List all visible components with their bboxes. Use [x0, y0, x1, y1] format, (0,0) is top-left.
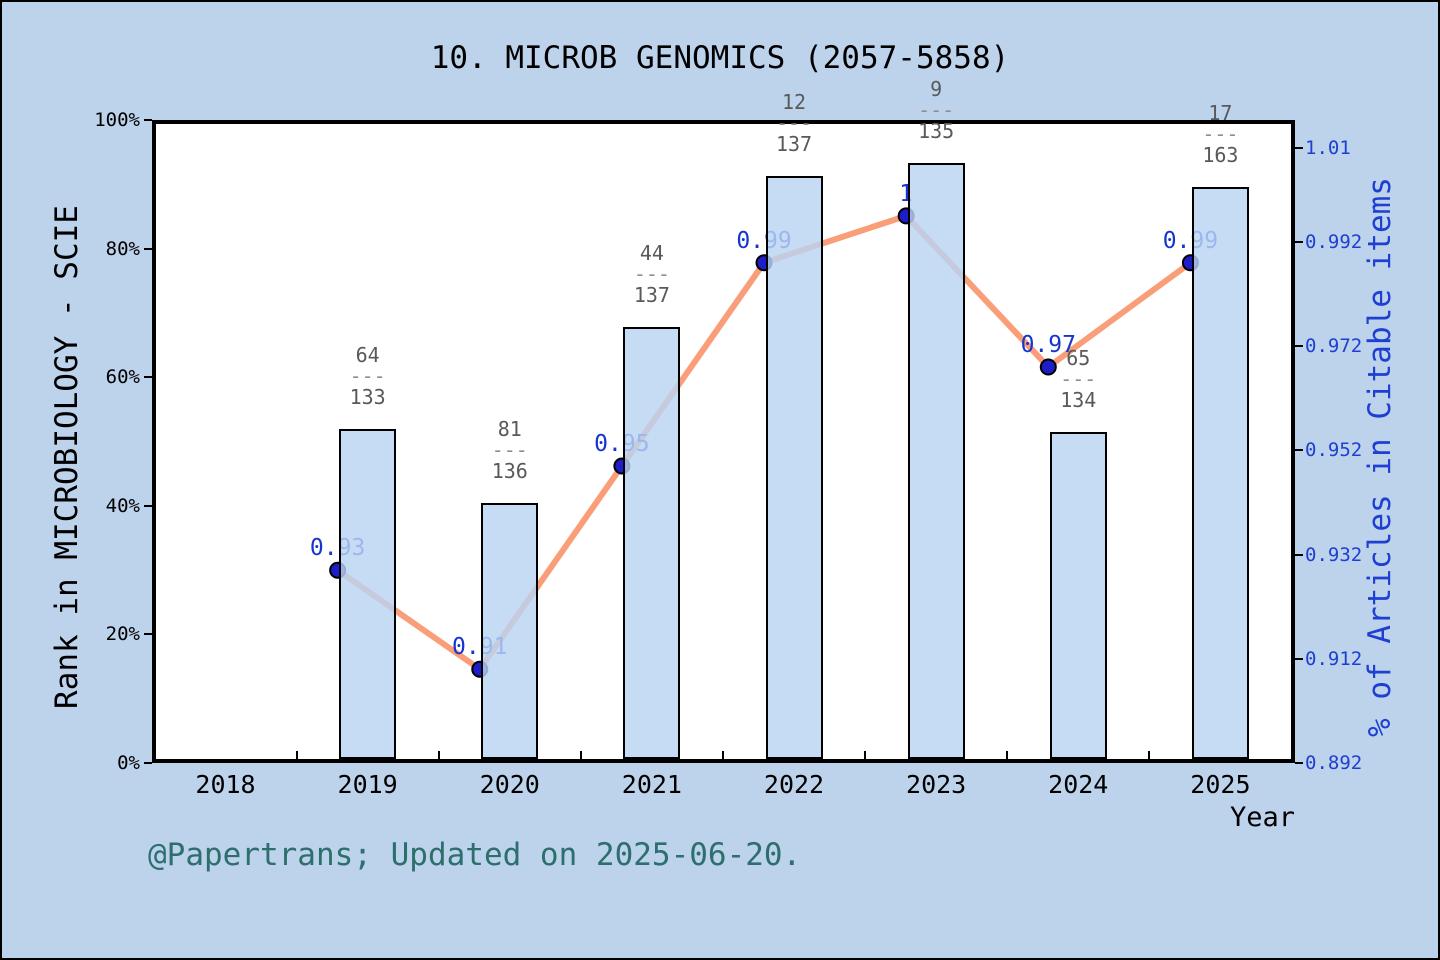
y-left-tick-mark: [144, 247, 152, 250]
bar-2019: [339, 429, 397, 759]
y-right-tick-mark: [1295, 657, 1303, 660]
fraction-numerator: 81: [497, 416, 522, 441]
y-right-tick-mark: [1295, 449, 1303, 452]
y-right-tick-mark: [1295, 147, 1303, 150]
y-left-tick-mark: [144, 119, 152, 121]
bar-2024: [1049, 431, 1107, 759]
y-right-tick-label: 0.932: [1305, 543, 1363, 566]
fraction-divider: ---: [633, 261, 670, 286]
x-minor-tick-mark: [864, 751, 867, 759]
fraction-numerator: 12: [781, 90, 807, 115]
fraction-divider: ---: [775, 111, 813, 136]
chart-title: 10. MICROB GENOMICS (2057-5858): [430, 40, 1010, 76]
y-right-tick-mark: [1295, 240, 1303, 243]
x-tick-label: 2022: [763, 770, 825, 799]
fraction-denominator: 133: [349, 385, 386, 410]
fraction-numerator: 65: [1066, 345, 1091, 370]
y-right-tick-mark: [1295, 345, 1303, 348]
y-right-tick-label: 0.992: [1305, 230, 1363, 253]
bar-2021: [623, 326, 681, 759]
trend-line-layer: [329, 207, 1199, 678]
bar-fraction-label-2019: 64 --- 133: [308, 345, 428, 408]
y-right-tick-mark: [1295, 553, 1303, 556]
y-right-tick-label: 0.952: [1305, 439, 1363, 462]
y-right-tick-label: 0.972: [1305, 335, 1363, 358]
x-tick-label: 2019: [337, 770, 398, 799]
x-minor-tick-mark: [1148, 751, 1151, 759]
right-y-axis-title: % of Articles in Citable items: [1362, 177, 1398, 737]
bar-fraction-label-2024: 65 --- 134: [1018, 345, 1138, 412]
x-tick-label: 2023: [906, 770, 967, 799]
watermark-caption: @Papertrans; Updated on 2025-06-20.: [148, 837, 802, 873]
y-left-tick-label: 0%: [117, 752, 140, 774]
x-minor-tick-mark: [437, 751, 440, 759]
fraction-divider: ---: [1202, 122, 1239, 147]
fraction-numerator: 17: [1208, 101, 1233, 126]
fraction-divider: ---: [349, 364, 386, 389]
y-right-tick-mark: [1295, 762, 1303, 764]
x-minor-tick-mark: [579, 751, 582, 759]
y-left-tick-label: 80%: [105, 237, 140, 260]
fraction-divider: ---: [918, 97, 955, 122]
fraction-divider: ---: [1060, 366, 1097, 391]
fraction-divider: ---: [491, 437, 528, 462]
y-left-tick-mark: [144, 633, 152, 636]
y-left-tick-label: 20%: [105, 623, 140, 646]
y-left-tick-mark: [144, 376, 152, 379]
fraction-denominator: 134: [1060, 387, 1097, 412]
bar-2022: [765, 176, 823, 759]
fraction-denominator: 136: [491, 458, 528, 483]
point-value-label-2024: 0.97: [1020, 331, 1076, 358]
fraction-numerator: 64: [355, 343, 380, 368]
x-axis-title: Year: [1229, 802, 1295, 833]
fraction-denominator: 163: [1202, 143, 1239, 168]
bar-2025: [1191, 187, 1249, 759]
x-tick-label: 2025: [1190, 770, 1251, 799]
y-right-tick-label: 0.912: [1305, 647, 1363, 670]
data-point-marker-2024: [1039, 358, 1057, 376]
bar-fraction-label-2021: 44 --- 137: [592, 240, 712, 307]
x-tick-label: 2024: [1048, 770, 1109, 799]
y-left-tick-mark: [144, 504, 152, 507]
fraction-denominator: 137: [775, 132, 813, 157]
bar-fraction-label-2025: 17 --- 163: [1160, 103, 1280, 166]
bar-fraction-label-2022: 12 --- 137: [734, 92, 854, 155]
y-left-tick-label: 100%: [94, 109, 140, 131]
bar-fraction-label-2020: 81 --- 136: [450, 416, 570, 483]
bar-2020: [481, 502, 539, 759]
y-right-tick-label: 1.01: [1305, 137, 1351, 160]
y-left-tick-mark: [144, 762, 152, 764]
x-minor-tick-mark: [295, 751, 298, 759]
x-tick-label: 2018: [195, 770, 256, 799]
x-minor-tick-mark: [721, 751, 724, 759]
x-tick-label: 2020: [479, 770, 540, 799]
left-y-axis-title: Rank in MICROBIOLOGY - SCIE: [49, 205, 85, 709]
bar-2023: [907, 162, 965, 759]
fraction-denominator: 137: [633, 282, 670, 307]
bar-fraction-label-2023: 9 --- 135: [876, 76, 996, 143]
fraction-denominator: 135: [918, 118, 955, 143]
y-left-tick-label: 40%: [105, 494, 140, 517]
x-tick-label: 2021: [621, 770, 682, 799]
y-right-tick-label: 0.892: [1305, 752, 1363, 774]
x-minor-tick-mark: [1006, 751, 1009, 759]
y-left-tick-label: 60%: [105, 366, 140, 389]
fraction-numerator: 44: [639, 240, 664, 265]
fraction-numerator: 9: [930, 76, 943, 101]
